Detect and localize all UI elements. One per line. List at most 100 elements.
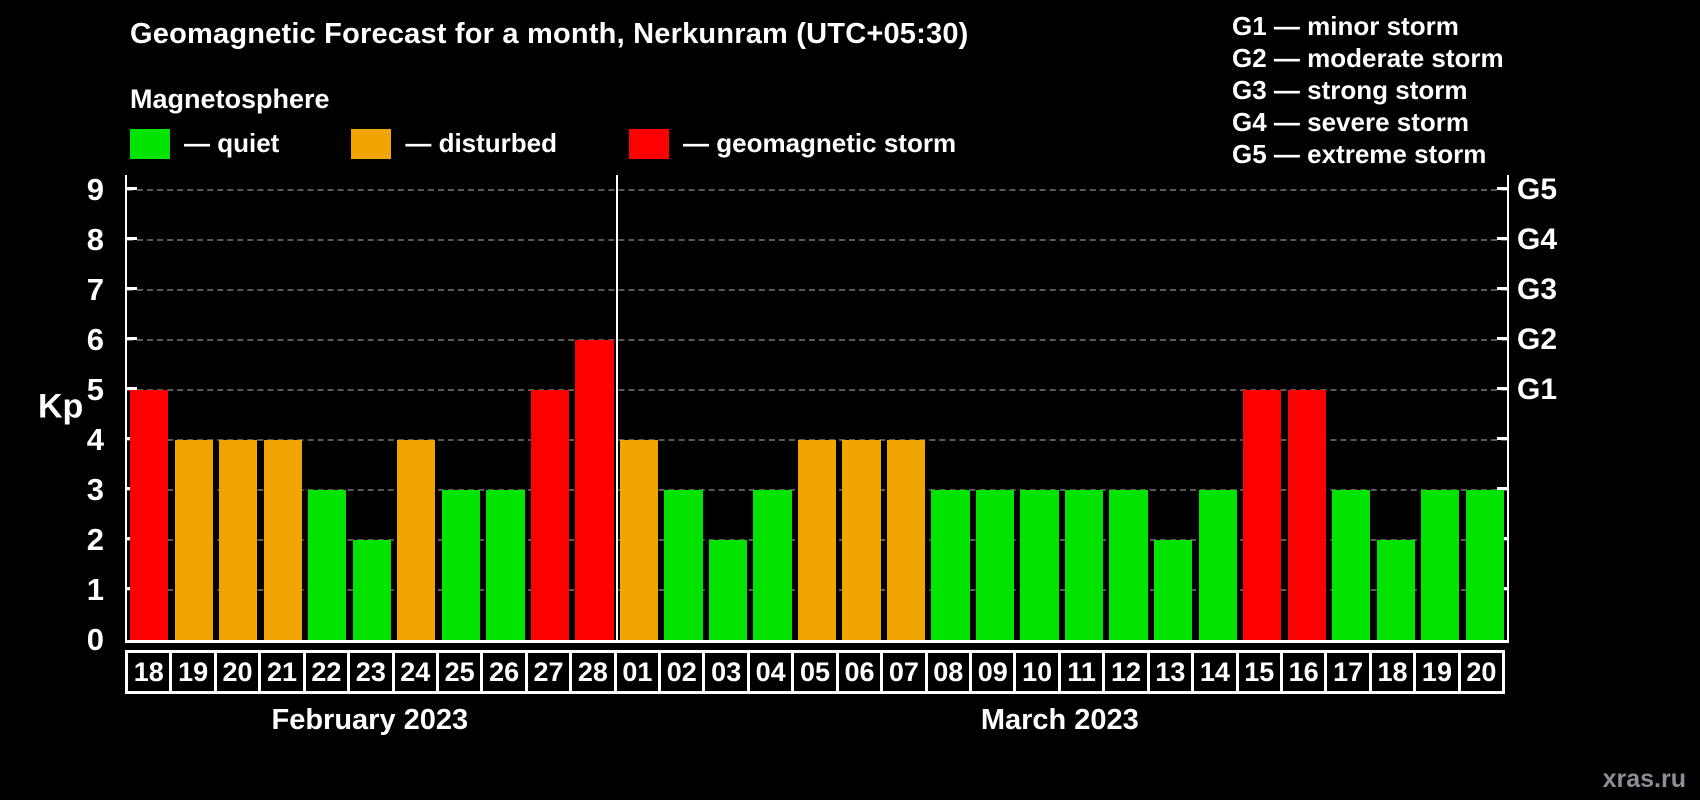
gridline-kp-5: [127, 389, 1507, 391]
day-label-06: 06: [835, 650, 884, 694]
bar-day-13: [1153, 540, 1193, 640]
g-tick-label-G3: G3: [1517, 273, 1558, 306]
month-labels: February 2023 March 2023: [125, 704, 1505, 744]
day-label-10: 10: [1013, 650, 1061, 694]
bar-day-01: [619, 440, 659, 640]
bar-day-23: [352, 540, 391, 640]
legend-label-disturbed: — disturbed: [405, 128, 558, 158]
day-label-26: 26: [480, 650, 528, 694]
day-label-01: 01: [613, 650, 662, 694]
axis-tick-right-6: [1497, 337, 1507, 340]
axis-tick-right-8: [1497, 237, 1507, 240]
bar-day-03: [708, 540, 748, 640]
kp-axis: 0 1 2 3 4 5 6 7 8 9: [0, 172, 118, 657]
day-label-21: 21: [258, 650, 306, 694]
bar-day-19: [1421, 490, 1460, 640]
kp-tick-label-5: 5: [86, 372, 104, 407]
chart-title: Geomagnetic Forecast for a month, Nerkun…: [130, 18, 969, 50]
axis-tick-left-5: [127, 387, 137, 390]
bar-day-26: [486, 490, 525, 640]
bar-day-24: [397, 440, 436, 640]
month-label: February 2023: [271, 704, 469, 736]
g-tick-label-G4: G4: [1517, 223, 1558, 256]
legend-swatch-quiet: [130, 128, 170, 159]
day-label-11: 11: [1057, 650, 1106, 694]
day-label-19: 19: [169, 650, 217, 694]
day-label-17: 17: [1324, 650, 1372, 694]
bar-day-06: [842, 440, 881, 640]
bar-day-02: [664, 490, 703, 640]
day-label-14: 14: [1191, 650, 1239, 694]
day-label-09: 09: [969, 650, 1017, 694]
bar-day-28: [575, 340, 614, 640]
day-label-13: 13: [1146, 650, 1195, 694]
bar-day-20: [219, 440, 258, 640]
day-label-27: 27: [524, 650, 573, 694]
axis-tick-right-9: [1497, 187, 1507, 190]
day-label-25: 25: [435, 650, 484, 694]
day-label-15: 15: [1235, 650, 1283, 694]
g-tick-label-G5: G5: [1517, 173, 1558, 206]
kp-tick-label-4: 4: [86, 422, 104, 457]
kp-tick-label-7: 7: [86, 272, 104, 307]
kp-tick-label-1: 1: [86, 572, 104, 607]
day-label-12: 12: [1102, 650, 1150, 694]
legend-swatch-storm: [629, 128, 670, 159]
bar-day-10: [1020, 490, 1059, 640]
gridline-kp-7: [127, 289, 1507, 291]
legend-label-quiet: — quiet: [184, 128, 280, 158]
bar-day-15: [1243, 390, 1282, 640]
g-legend-line-5: G5 — extreme storm: [1232, 139, 1487, 169]
day-label-19: 19: [1413, 650, 1461, 694]
legend-swatch-disturbed: [351, 128, 392, 159]
g-legend-line-2: G2 — moderate storm: [1232, 43, 1504, 73]
axis-tick-right-7: [1497, 287, 1507, 290]
axis-tick-left-9: [127, 187, 137, 190]
day-label-18: 18: [1368, 650, 1417, 694]
day-label-04: 04: [746, 650, 795, 694]
gridline-kp-8: [127, 239, 1507, 241]
bar-day-09: [975, 490, 1015, 640]
day-label-02: 02: [658, 650, 706, 694]
bar-day-12: [1109, 490, 1148, 640]
bar-day-04: [753, 490, 792, 640]
axis-tick-left-6: [127, 337, 137, 340]
kp-tick-label-8: 8: [86, 222, 104, 257]
bar-day-11: [1064, 490, 1104, 640]
bar-day-20: [1465, 490, 1504, 640]
bar-day-27: [530, 390, 570, 640]
bar-day-08: [931, 490, 970, 640]
day-label-20: 20: [213, 650, 262, 694]
g-tick-label-G2: G2: [1517, 323, 1558, 356]
legend-item-quiet: — quiet: [130, 128, 279, 159]
bar-day-05: [797, 440, 837, 640]
axis-tick-right-3: [1497, 487, 1507, 490]
g-legend-line-3: G3 — strong storm: [1232, 75, 1468, 105]
axis-tick-right-4: [1497, 437, 1507, 440]
g-legend-line-1: G1 — minor storm: [1232, 11, 1459, 41]
day-label-16: 16: [1279, 650, 1328, 694]
day-label-23: 23: [347, 650, 395, 694]
bar-day-18: [130, 390, 169, 640]
day-label-07: 07: [880, 650, 928, 694]
bar-day-19: [174, 440, 213, 640]
legend: — quiet — disturbed — geomagnetic storm: [130, 128, 1028, 159]
day-label-03: 03: [702, 650, 750, 694]
legend-label-storm: — geomagnetic storm: [683, 128, 957, 158]
plot-area: [125, 175, 1509, 643]
legend-item-storm: — geomagnetic storm: [629, 128, 956, 159]
day-labels: 18 19 20 21 22 23 24 25 26 27 28 01 02 03 04 05 06 07 08 09…: [125, 650, 1506, 694]
day-label-20: 20: [1457, 650, 1506, 694]
watermark: xras.ru: [1602, 765, 1686, 793]
g-legend-line-4: G4 — severe storm: [1232, 107, 1470, 137]
bar-day-21: [263, 440, 302, 640]
g-axis: G1 G2 G3 G4 G5: [1517, 173, 1677, 640]
g-scale-legend: G1 — minor storm G2 — moderate storm G3 — …: [1232, 10, 1504, 170]
gridline-kp-9: [127, 189, 1507, 191]
bar-day-07: [886, 440, 926, 640]
g-tick-label-G1: G1: [1517, 373, 1558, 406]
day-label-18: 18: [125, 650, 173, 694]
kp-tick-label-6: 6: [86, 322, 104, 357]
kp-tick-label-3: 3: [86, 472, 104, 507]
